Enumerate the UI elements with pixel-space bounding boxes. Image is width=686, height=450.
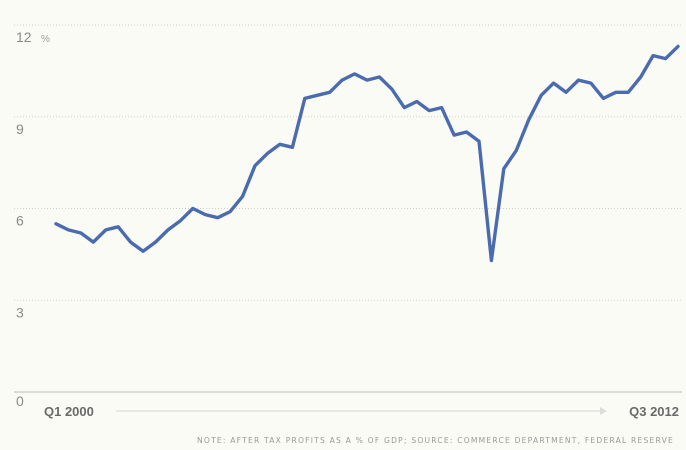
x-start-label: Q1 2000 [44, 404, 94, 419]
source-note: NOTE: AFTER TAX PROFITS AS A % OF GDP; S… [197, 436, 674, 445]
series-line-0 [54, 44, 680, 263]
y-unit-label: % [41, 34, 50, 45]
x-range-arrow-head [600, 407, 607, 415]
x-end-label: Q3 2012 [629, 404, 679, 419]
y-tick-label-6: 6 [16, 213, 24, 229]
y-tick-label-12: 12 [16, 29, 32, 45]
y-axis-ticks: 0 3 6 9 12 [16, 29, 32, 409]
y-tick-label-0: 0 [16, 393, 24, 409]
gridlines [14, 24, 682, 393]
y-tick-label-9: 9 [16, 121, 24, 137]
y-tick-label-3: 3 [16, 304, 24, 320]
series-layer [54, 44, 680, 263]
